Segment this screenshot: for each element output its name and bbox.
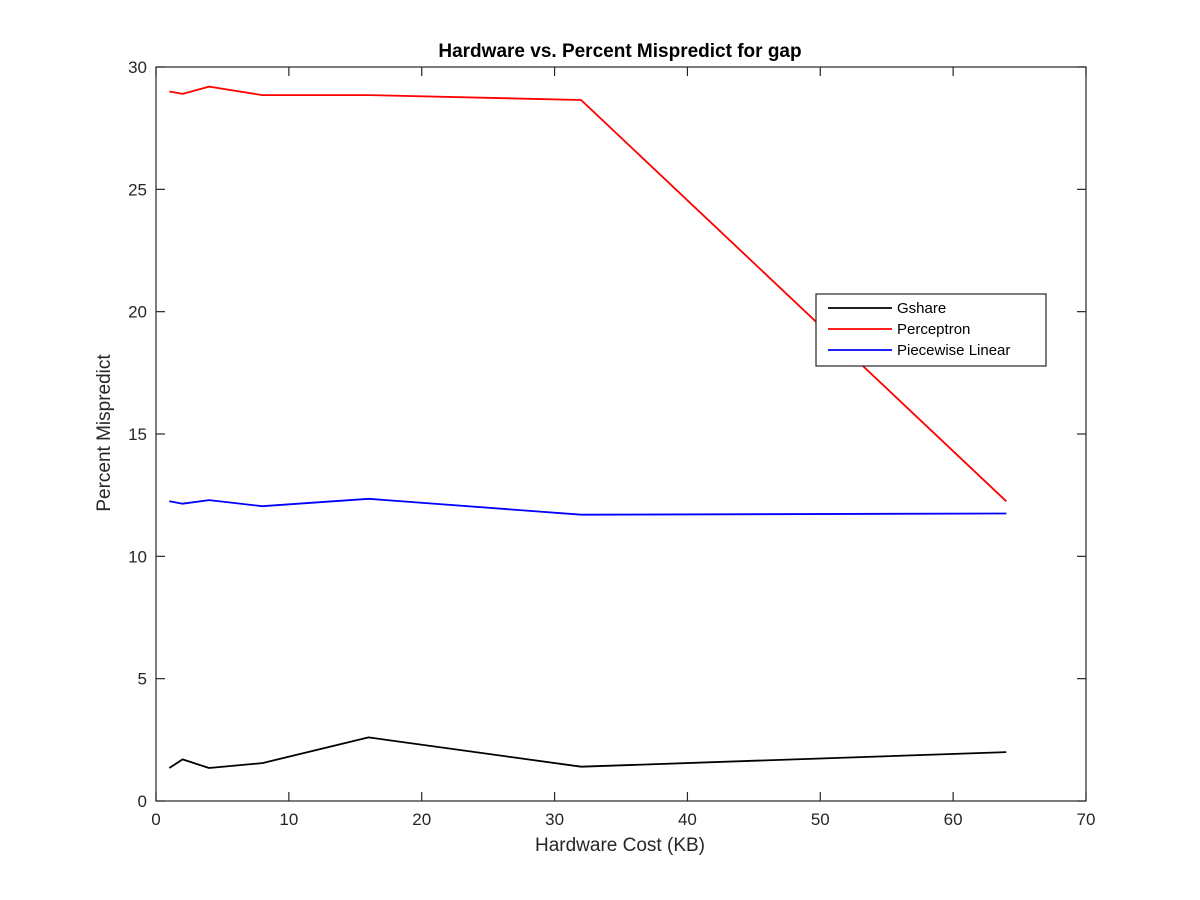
y-tick-label: 20 xyxy=(128,303,147,322)
x-tick-label: 40 xyxy=(678,810,697,829)
y-tick-label: 30 xyxy=(128,58,147,77)
y-tick-label: 10 xyxy=(128,547,147,566)
chart-title: Hardware vs. Percent Mispredict for gap xyxy=(438,41,801,62)
y-axis-label: Percent Mispredict xyxy=(94,354,115,512)
x-tick-label: 0 xyxy=(151,810,160,829)
x-tick-label: 10 xyxy=(279,810,298,829)
y-tick-label: 25 xyxy=(128,180,147,199)
series-line-perceptron xyxy=(169,85,1007,502)
x-tick-label: 50 xyxy=(811,810,830,829)
plot-frame xyxy=(155,66,1087,802)
series-line-piecewise-linear xyxy=(169,497,1007,516)
y-tick-label: 5 xyxy=(138,670,147,689)
legend-label-gshare: Gshare xyxy=(897,300,946,317)
legend-label-perceptron: Perceptron xyxy=(897,321,970,338)
legend-box xyxy=(815,293,1047,367)
plot-area: 0 10 20 30 40 50 60 70 0 5 10 15 20 25 30 xyxy=(128,58,1095,829)
y-tick-label: 15 xyxy=(128,425,147,444)
y-tick-label: 0 xyxy=(138,792,147,811)
x-tick-label: 60 xyxy=(944,810,963,829)
x-tick-label: 20 xyxy=(412,810,431,829)
series-line-gshare xyxy=(168,736,1007,769)
x-tick-label: 70 xyxy=(1077,810,1096,829)
legend: Gshare Perceptron Piecewise Linear xyxy=(815,293,1047,367)
x-tick-label: 30 xyxy=(545,810,564,829)
x-axis-label: Hardware Cost (KB) xyxy=(535,835,705,856)
legend-label-piecewise-linear: Piecewise Linear xyxy=(897,342,1010,359)
